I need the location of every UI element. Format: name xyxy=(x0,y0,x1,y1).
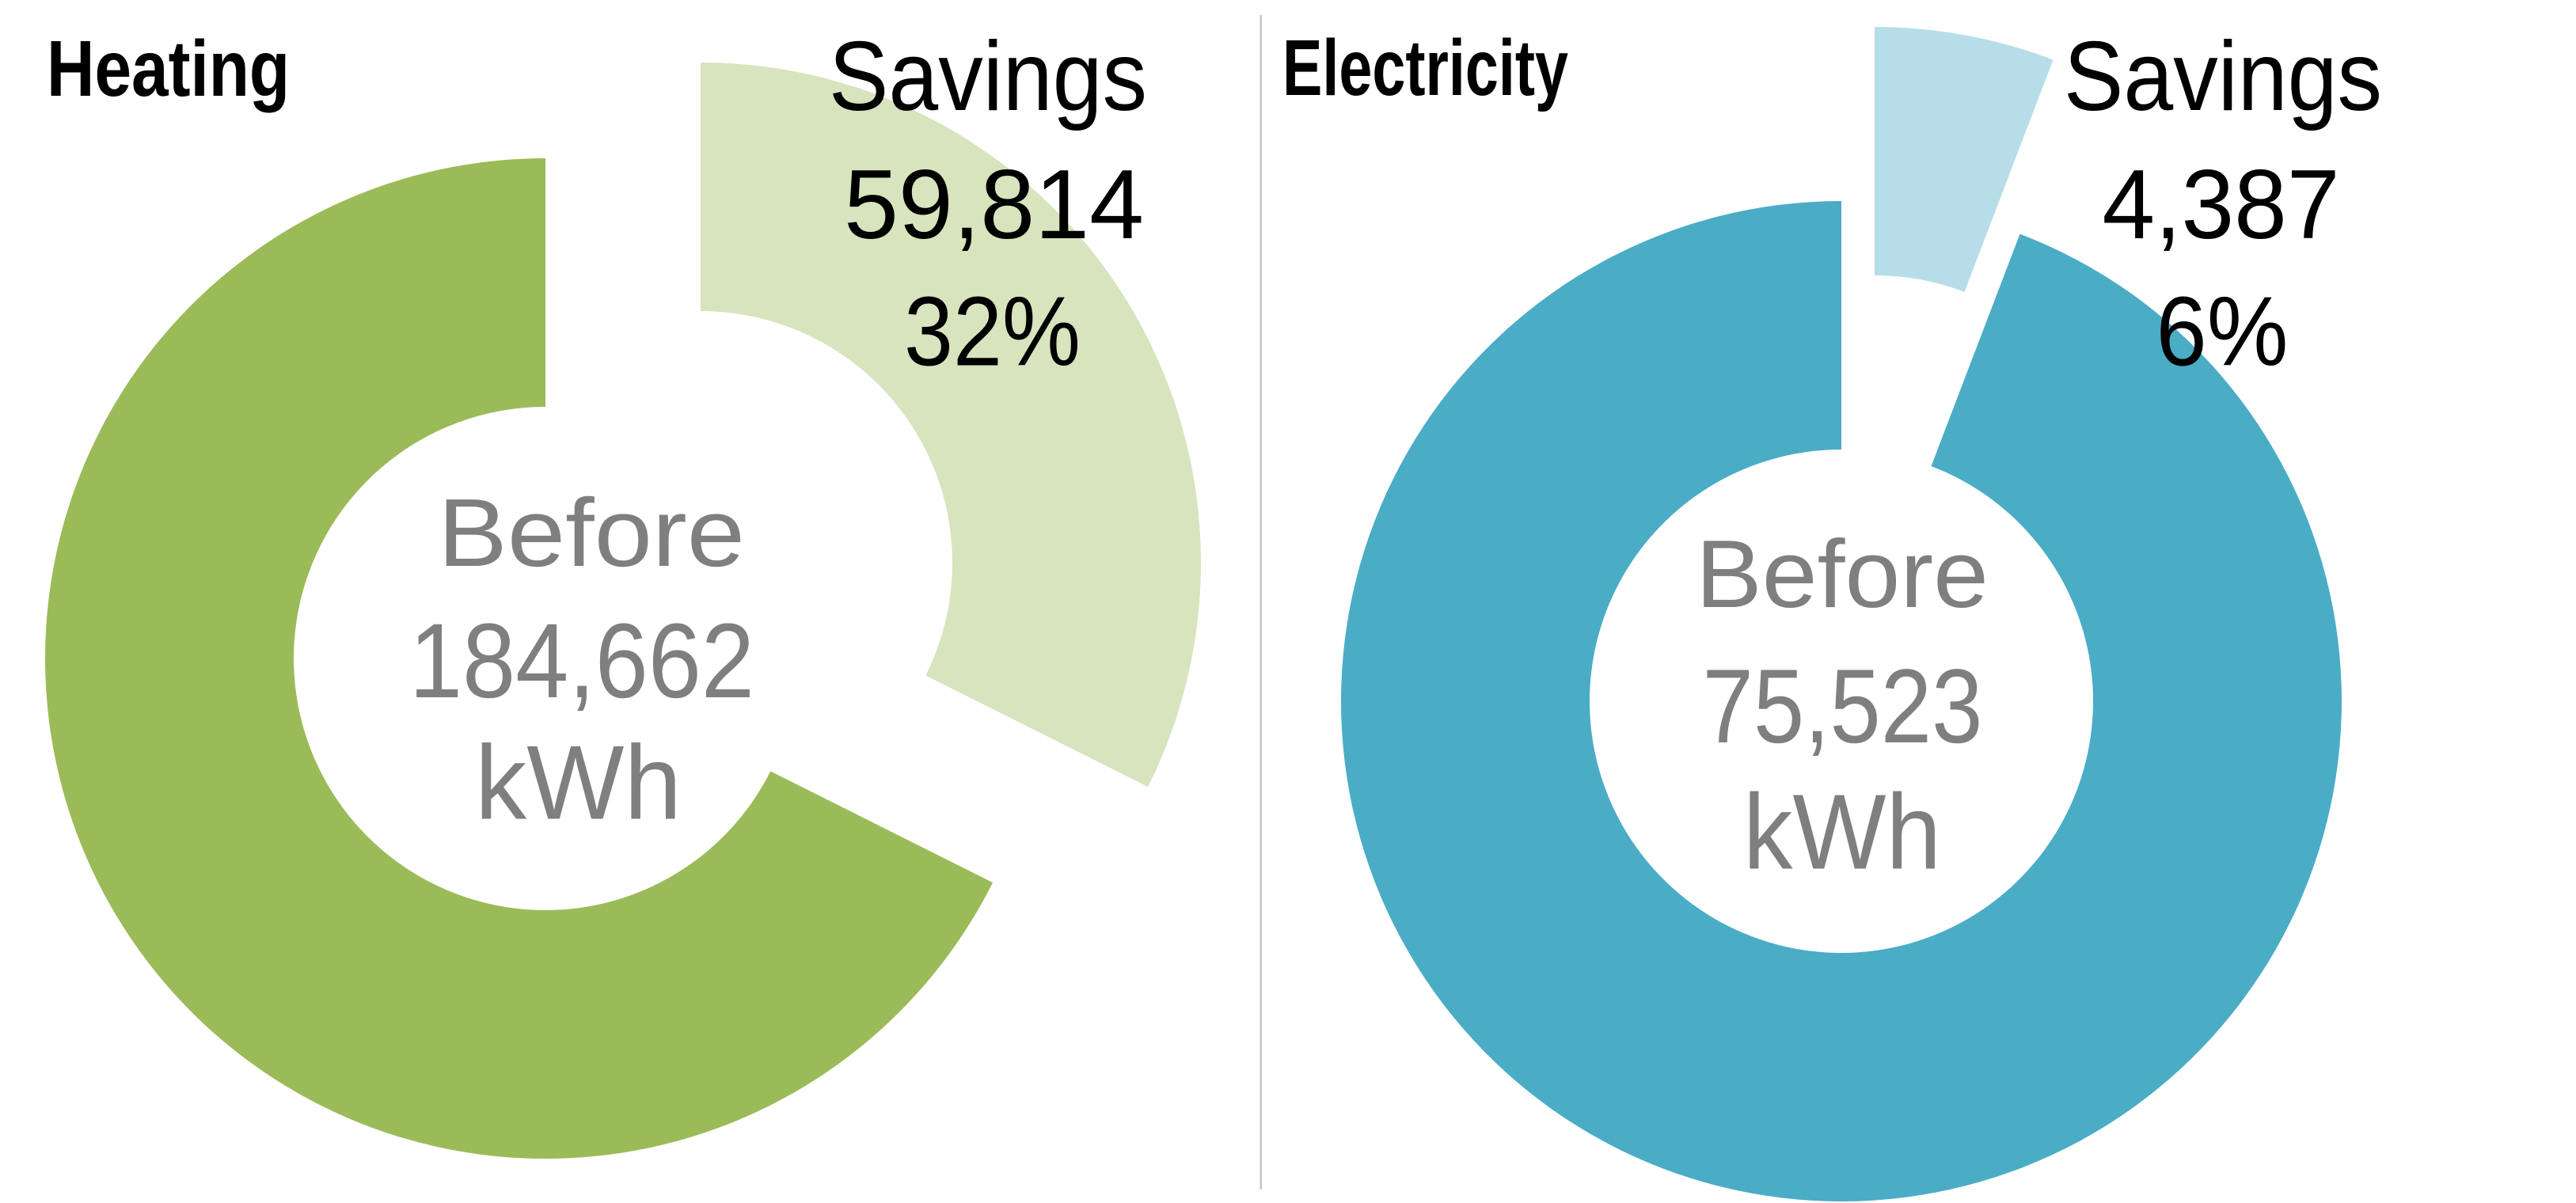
svg-text:Savings: Savings xyxy=(2064,22,2382,131)
svg-text:kWh: kWh xyxy=(1743,772,1941,892)
svg-text:Before: Before xyxy=(1696,520,1989,628)
svg-text:6%: 6% xyxy=(2156,278,2289,387)
svg-text:184,662: 184,662 xyxy=(409,602,754,720)
svg-text:59,814: 59,814 xyxy=(844,150,1144,260)
svg-text:kWh: kWh xyxy=(475,725,682,842)
svg-text:32%: 32% xyxy=(904,278,1081,387)
svg-text:4,387: 4,387 xyxy=(2103,150,2340,260)
svg-text:Savings: Savings xyxy=(829,22,1147,131)
svg-text:75,523: 75,523 xyxy=(1703,648,1983,765)
svg-text:Electricity: Electricity xyxy=(1282,24,1568,112)
svg-text:Before: Before xyxy=(438,479,745,586)
svg-text:Heating: Heating xyxy=(47,25,290,113)
